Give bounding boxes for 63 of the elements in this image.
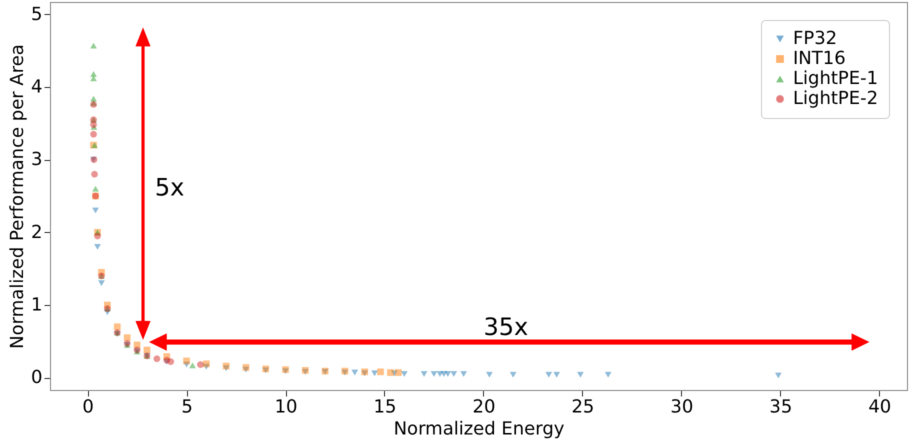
point — [460, 371, 468, 377]
annotation: 5x — [154, 174, 184, 202]
point — [371, 370, 378, 376]
point — [90, 96, 97, 102]
y-axis-title: Normalized Performance per Area — [7, 44, 28, 349]
y-tick-label: 1 — [31, 294, 42, 316]
y-tick-label: 0 — [31, 367, 42, 388]
point — [222, 362, 230, 370]
legend-label: LightPE-1 — [793, 68, 878, 89]
point — [90, 130, 97, 138]
point — [577, 372, 584, 378]
point — [420, 371, 428, 377]
point — [134, 342, 140, 348]
legend-label: FP32 — [793, 28, 838, 49]
x-tick-label: 5 — [181, 396, 193, 418]
point — [167, 358, 174, 366]
annotation: 35x — [483, 313, 528, 342]
point — [430, 371, 438, 377]
x-tick-label: 35 — [769, 396, 792, 418]
y-tick-label: 5 — [31, 4, 42, 25]
point — [242, 364, 250, 371]
point — [774, 372, 782, 378]
y-tick-label: 4 — [31, 76, 42, 98]
point — [98, 280, 105, 286]
legend-label: INT16 — [793, 48, 846, 69]
point — [90, 75, 97, 82]
x-tick-label: 15 — [374, 396, 396, 418]
point — [183, 358, 190, 364]
point — [387, 369, 394, 376]
point — [351, 370, 358, 376]
point — [197, 361, 204, 368]
point — [545, 372, 552, 378]
x-tick-label: 10 — [274, 396, 298, 418]
x-axis-title: Normalized Energy — [394, 418, 565, 440]
x-tick-label: 30 — [670, 396, 694, 418]
point — [510, 372, 516, 378]
point — [92, 186, 99, 192]
point — [604, 372, 612, 378]
y-tick-label: 3 — [31, 149, 42, 170]
point — [189, 362, 196, 368]
point — [90, 121, 97, 128]
point — [400, 371, 408, 377]
point — [394, 369, 402, 376]
point — [486, 372, 493, 378]
point — [92, 208, 99, 214]
x-tick-label: 40 — [868, 396, 892, 418]
x-tick-label: 20 — [472, 396, 496, 418]
point — [377, 368, 384, 376]
point — [144, 346, 150, 354]
point — [450, 371, 458, 377]
legend-label: LightPE-2 — [793, 88, 878, 109]
point — [90, 42, 97, 48]
x-tick-label: 0 — [82, 396, 94, 418]
y-tick-label: 2 — [31, 222, 42, 243]
point — [91, 170, 98, 178]
x-tick-label: 25 — [571, 396, 594, 418]
point — [94, 244, 101, 250]
point — [90, 71, 97, 77]
point — [203, 360, 210, 368]
point — [154, 355, 160, 362]
point — [553, 372, 560, 378]
point — [444, 371, 452, 377]
point — [94, 232, 101, 240]
